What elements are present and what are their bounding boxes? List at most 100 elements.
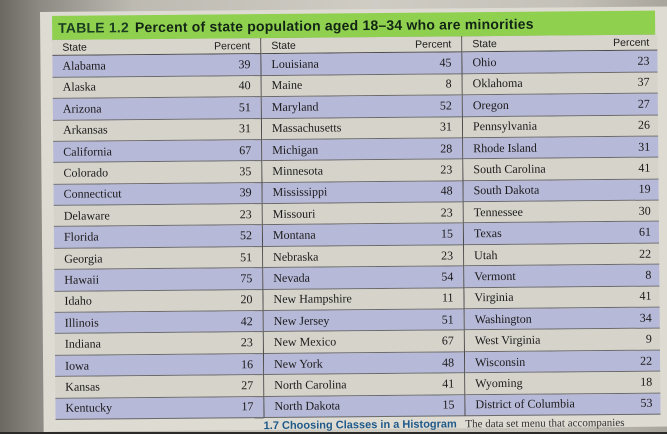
header-state: State (271, 39, 296, 52)
percent-value: 39 (239, 185, 252, 200)
table-row: North Carolina 41 (264, 373, 465, 397)
percent-value: 41 (639, 289, 652, 304)
percent-value: 15 (442, 397, 455, 412)
state-name: Delaware (63, 208, 110, 223)
state-name: Texas (473, 226, 502, 241)
section-text: The data set menu that accompanies (465, 416, 625, 431)
table-row: Oregon 27 (462, 93, 658, 117)
percent-value: 23 (240, 335, 253, 350)
state-name: Nevada (273, 270, 311, 285)
state-name: West Virginia (474, 332, 541, 348)
table-row: Texas 61 (463, 222, 660, 246)
table-row: District of Columbia 53 (465, 393, 661, 417)
table-column-2: State Percent Louisiana 45 Maine 8 Maryland 5… (260, 36, 465, 419)
state-name: District of Columbia (475, 396, 575, 412)
percent-value: 48 (440, 183, 453, 198)
percent-value: 31 (439, 119, 453, 134)
table-row: New Hampshire 11 (263, 287, 464, 312)
table-row: California 67 (53, 139, 262, 164)
state-name: Tennessee (473, 204, 523, 220)
table-row: Virginia 41 (464, 286, 660, 310)
state-name: Arizona (62, 101, 102, 116)
percent-value: 23 (440, 205, 453, 220)
percent-value: 34 (639, 310, 652, 325)
table-row: Maine 8 (261, 74, 462, 98)
table-row: Wyoming 18 (465, 371, 661, 395)
header-percent: Percent (415, 38, 452, 51)
table-row: Washington 34 (464, 307, 660, 331)
state-name: Mississippi (272, 184, 328, 200)
table-row: Indiana 23 (54, 332, 263, 356)
table-label: TABLE 1.2 (58, 19, 129, 36)
percent-value: 51 (441, 312, 454, 327)
percent-value: 31 (238, 121, 252, 136)
table-row: South Dakota 19 (463, 179, 659, 203)
percent-value: 17 (241, 399, 254, 414)
percent-value: 8 (645, 267, 652, 282)
percent-value: 48 (442, 354, 455, 370)
state-name: Vermont (474, 268, 516, 284)
state-name: Michigan (272, 142, 319, 157)
state-name: Minnesota (272, 163, 324, 178)
table-row: Rhode Island 31 (463, 136, 659, 160)
table-row: Ohio 23 (462, 50, 658, 75)
column-rows: Louisiana 45 Maine 8 Maryland 52 Massachusetts… (261, 52, 465, 419)
table-row: Minnesota 23 (262, 159, 463, 183)
table-column-3: State Percent Ohio 23 Oklahoma 37 Oregon 27 Pe… (461, 34, 661, 417)
percent-value: 30 (638, 203, 651, 218)
table-row: Nebraska 23 (263, 245, 464, 269)
table-row: Delaware 23 (53, 204, 262, 228)
state-name: Florida (63, 229, 99, 244)
percent-value: 53 (640, 395, 653, 411)
percent-value: 67 (441, 333, 454, 348)
percent-value: 37 (637, 75, 650, 90)
percent-value: 26 (637, 117, 651, 133)
table-row: Louisiana 45 (261, 52, 462, 76)
table-row: Illinois 42 (54, 311, 263, 335)
state-name: Ohio (472, 55, 497, 70)
state-name: Illinois (64, 315, 99, 330)
column-header: State Percent (52, 38, 261, 57)
state-name: New York (274, 356, 323, 371)
table-row: Florida 52 (53, 225, 263, 249)
table-row: Pennsylvania 26 (462, 115, 659, 139)
percent-value: 40 (238, 78, 251, 93)
state-name: Wyoming (475, 375, 523, 391)
percent-value: 28 (440, 141, 453, 156)
percent-value: 51 (238, 99, 251, 115)
percent-value: 35 (239, 164, 252, 179)
state-name: Georgia (64, 251, 103, 266)
column-header: State Percent (261, 36, 462, 55)
percent-value: 16 (241, 356, 254, 371)
table-row: New Jersey 51 (263, 309, 464, 333)
state-name: Indiana (64, 336, 101, 351)
state-name: Montana (272, 227, 316, 243)
state-name: Connecticut (63, 186, 122, 202)
state-name: New Jersey (273, 313, 330, 328)
state-name: Rhode Island (473, 140, 537, 155)
table-row: Mississippi 48 (262, 181, 463, 205)
percent-value: 41 (442, 376, 455, 391)
table-row: Wisconsin 22 (464, 350, 661, 374)
state-name: Massachusetts (271, 120, 342, 136)
state-name: Alabama (62, 58, 106, 73)
state-name: Idaho (64, 293, 92, 309)
table-row: Kentucky 17 (55, 396, 264, 420)
percent-value: 8 (445, 76, 452, 91)
state-name: Hawaii (64, 272, 100, 287)
table-row: Arkansas 31 (52, 118, 262, 142)
percent-value: 23 (239, 206, 252, 222)
percent-value: 9 (645, 331, 652, 346)
table-row: Vermont 8 (464, 264, 660, 288)
table-row: Massachusetts 31 (261, 116, 463, 140)
percent-value: 15 (440, 226, 454, 241)
state-name: California (63, 143, 112, 159)
state-name: Utah (474, 247, 498, 262)
percent-value: 31 (638, 139, 651, 154)
table-column-1: State Percent Alabama 39 Alaska 40 Arizona 51… (52, 38, 264, 420)
table-row: Iowa 16 (54, 353, 264, 378)
table-row: Montana 15 (262, 223, 464, 247)
table-row: South Carolina 41 (463, 157, 659, 182)
state-name: Virginia (474, 290, 514, 305)
percent-value: 52 (239, 228, 253, 243)
